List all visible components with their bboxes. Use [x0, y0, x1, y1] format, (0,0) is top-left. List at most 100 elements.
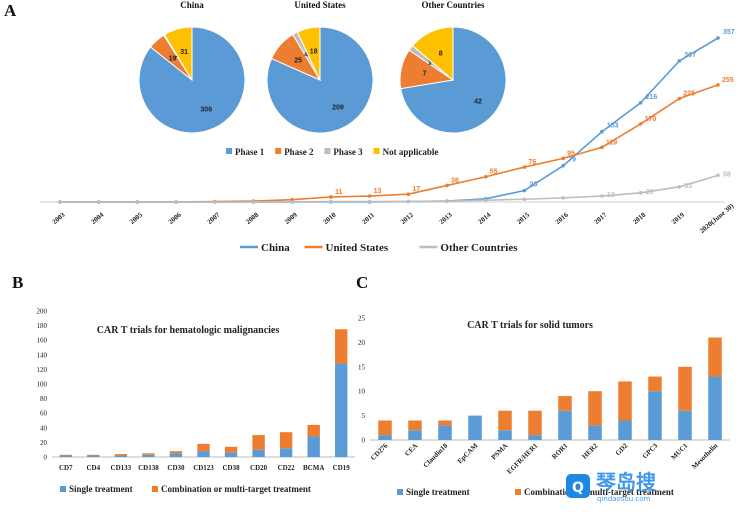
bar-segment	[252, 449, 265, 457]
legend-label: Phase 3	[333, 147, 363, 157]
y-tick-label: 180	[37, 322, 48, 330]
x-tick-label: CD276	[369, 441, 390, 462]
data-label: 58	[723, 171, 731, 178]
x-tick-label: 2012	[399, 211, 415, 226]
x-tick-label: CD123	[193, 464, 214, 472]
bar-chart-hematologic: CAR T trials for hematologic malignancie…	[37, 308, 355, 494]
bar-segment	[224, 446, 238, 453]
data-point	[445, 183, 449, 188]
bar-segment	[558, 410, 572, 440]
x-tick-label: EpCAM	[456, 441, 480, 465]
y-tick-label: 0	[362, 437, 366, 445]
data-point	[174, 200, 178, 204]
data-point	[522, 197, 527, 202]
bar-segment	[678, 366, 692, 411]
pie-slice-label: 42	[474, 98, 482, 105]
legend-label: Single treatment	[406, 487, 470, 497]
bar-segment	[197, 451, 210, 457]
bar-segment	[438, 420, 452, 426]
legend-swatch	[152, 486, 158, 492]
data-point	[406, 192, 411, 196]
x-tick-label: 2009	[283, 211, 299, 226]
data-point	[561, 163, 565, 168]
bar-segment	[408, 420, 422, 431]
data-label: 119	[606, 139, 617, 146]
data-label: 17	[412, 186, 420, 193]
x-tick-label: GPC3	[641, 441, 660, 460]
legend-swatch	[275, 148, 282, 154]
x-tick-label: CEA	[403, 442, 419, 458]
data-point	[445, 199, 449, 203]
data-point	[367, 199, 372, 204]
x-tick-label: 2016	[554, 211, 570, 226]
pie-slice	[411, 26, 454, 82]
data-label: 255	[722, 77, 734, 84]
bar-segment	[438, 425, 452, 440]
bar-segment	[59, 455, 72, 457]
pie-slice-label: 209	[332, 105, 344, 112]
data-point	[600, 145, 604, 150]
data-label: 307	[684, 52, 696, 59]
pie-title: China	[180, 0, 204, 10]
data-label: 153	[607, 123, 619, 130]
data-point	[716, 83, 720, 87]
y-tick-label: 25	[358, 315, 366, 323]
bar-segment	[648, 376, 662, 392]
data-point	[483, 174, 488, 179]
line-series-2: 13 20 33 58	[58, 171, 731, 204]
x-tick-label: 2019	[670, 211, 686, 226]
watermark-subtext: qindaosou.com	[597, 495, 651, 503]
y-tick-label: 120	[37, 366, 48, 374]
y-tick-label: 20	[40, 439, 48, 447]
data-point	[329, 195, 333, 199]
bar-segment	[335, 329, 348, 364]
bar-segment	[307, 424, 320, 437]
x-tick-label: 2018	[631, 211, 647, 226]
x-tick-label: 2015	[515, 211, 531, 226]
data-point	[600, 194, 604, 198]
y-tick-label: 0	[44, 454, 48, 462]
y-tick-label: 40	[40, 424, 48, 432]
legend-label: Phase 2	[284, 147, 314, 157]
x-tick-label: 2014	[477, 211, 493, 226]
bar-segment	[279, 448, 293, 457]
pie-slice-label: 306	[200, 107, 212, 114]
bar-segment	[558, 396, 572, 411]
bar-segment	[169, 451, 183, 454]
bar-segment	[378, 420, 392, 436]
data-point	[522, 165, 527, 169]
data-label: 76	[528, 159, 536, 166]
bar-segment	[648, 391, 662, 440]
bar-segment	[408, 430, 422, 440]
y-tick-label: 100	[37, 381, 48, 389]
pie-slice-label: 7	[423, 71, 427, 78]
data-point	[58, 200, 62, 204]
data-point	[135, 200, 140, 204]
legend-swatch	[60, 486, 66, 492]
bar-segment	[279, 432, 293, 449]
legend-label: Other Countries	[440, 242, 518, 254]
x-tick-label: CD20	[250, 464, 268, 472]
legend-label: Combination or multi-target treatment	[161, 484, 311, 494]
x-tick-label: Mesothelin	[690, 442, 719, 471]
legend-label: Single treatment	[69, 484, 133, 494]
bar-segment	[142, 454, 155, 457]
pie-slice	[296, 26, 321, 81]
watermark-text: 琴岛搜	[596, 470, 657, 494]
x-tick-label: CD19	[333, 464, 351, 472]
pie-slice-label: 8	[439, 51, 443, 58]
data-point	[677, 59, 682, 63]
y-tick-label: 200	[37, 308, 48, 316]
legend-label: Combination or multi-target treatment	[524, 487, 674, 497]
data-point	[483, 198, 488, 202]
x-tick-label: CD7	[59, 464, 73, 472]
pie-slice-label: 18	[310, 49, 318, 56]
bar-segment	[59, 454, 72, 456]
y-tick-label: 140	[37, 351, 48, 359]
legend-swatch	[226, 148, 232, 154]
chart-title: CAR T trials for solid tumors	[467, 320, 593, 331]
data-point	[406, 199, 411, 204]
data-point	[251, 200, 256, 204]
bar-segment	[618, 420, 632, 440]
bar-segment	[708, 337, 722, 377]
